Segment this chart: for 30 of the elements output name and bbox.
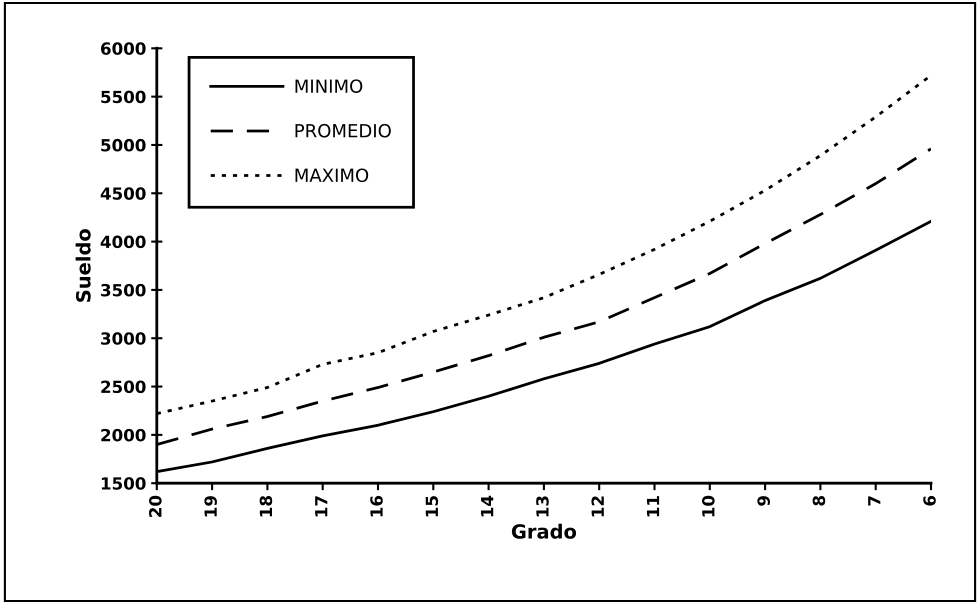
legend-label: MAXIMO [296, 168, 368, 182]
y-tick-label: 3500 [101, 284, 146, 296]
y-tick-label: 5500 [101, 90, 146, 104]
x-tick-label: 16 [370, 496, 383, 516]
x-axis-title: Grado [512, 524, 576, 539]
y-tick-label: 4500 [100, 187, 146, 200]
y-axis-title: Sueldo [76, 229, 91, 302]
y-tick-label: 4000 [100, 236, 146, 248]
x-tick-label: 17 [315, 496, 328, 516]
x-tick-label: 12 [591, 496, 604, 516]
x-tick-label: 6 [923, 496, 936, 506]
x-tick-label: 10 [702, 496, 715, 516]
x-tick-label: 11 [646, 496, 660, 516]
y-tick-label: 2500 [101, 380, 146, 394]
y-tick-label: 6000 [101, 42, 146, 55]
x-tick-label: 19 [204, 496, 217, 516]
x-tick-label: 9 [757, 496, 770, 506]
x-tick-label: 18 [260, 496, 272, 516]
y-tick-label: 1500 [102, 477, 146, 490]
x-tick-label: 15 [426, 496, 438, 516]
x-tick-label: 8 [812, 496, 826, 506]
y-tick-label: 3000 [101, 332, 146, 345]
y-tick-label: 5000 [101, 138, 146, 152]
x-tick-label: 7 [868, 496, 880, 506]
x-tick-label: 14 [481, 496, 494, 516]
x-tick-label: 20 [149, 496, 162, 517]
legend-label: MINIMO [296, 79, 362, 93]
x-tick-label: 13 [536, 496, 549, 516]
legend-label: PROMEDIO [296, 124, 391, 138]
y-tick-label: 2000 [101, 428, 146, 442]
